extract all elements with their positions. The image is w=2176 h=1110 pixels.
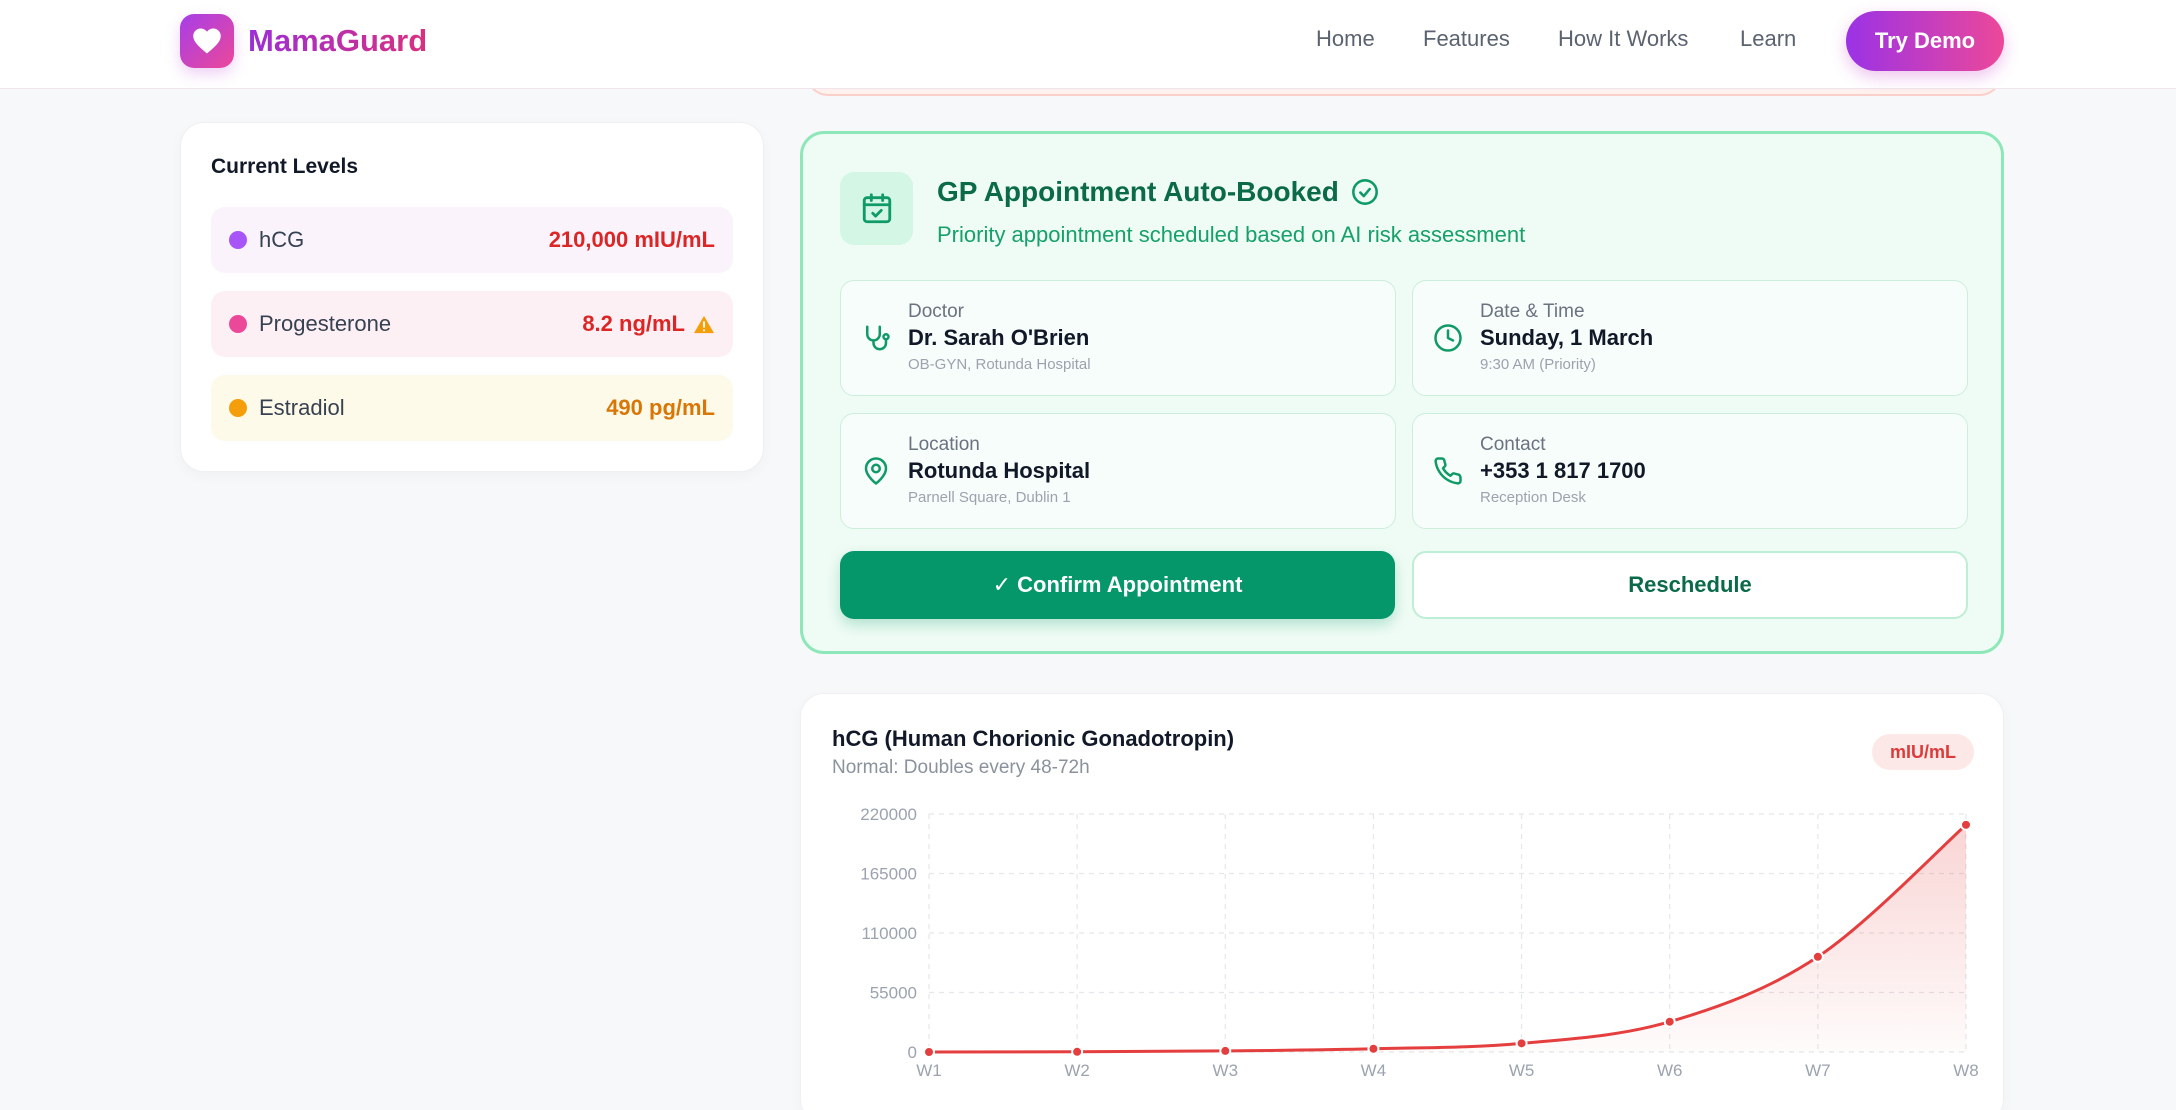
data-point — [923, 1045, 935, 1058]
y-tick-label: 220000 — [860, 805, 917, 824]
level-dot — [229, 399, 247, 417]
x-tick-label: W5 — [1509, 1061, 1535, 1080]
hcg-chart-card: hCG (Human Chorionic Gonadotropin) Norma… — [800, 693, 2004, 1110]
chart-title: hCG (Human Chorionic Gonadotropin) — [832, 726, 1235, 751]
data-point — [1515, 1037, 1528, 1050]
warning-icon — [693, 314, 715, 334]
data-point — [1663, 1015, 1676, 1028]
doctor-info: Doctor Dr. Sarah O'Brien OB-GYN, Rotunda… — [840, 280, 1396, 396]
location-label: Location — [908, 434, 980, 455]
nav-home[interactable]: Home — [1316, 26, 1375, 51]
level-dot — [229, 231, 247, 249]
nav-learn[interactable]: Learn — [1740, 26, 1797, 51]
datetime-value: Sunday, 1 March — [1480, 325, 1654, 350]
contact-detail: Reception Desk — [1480, 489, 1586, 506]
x-tick-label: W4 — [1361, 1061, 1387, 1080]
location-value: Rotunda Hospital — [908, 458, 1091, 483]
level-value: 8.2 ng/mL — [582, 311, 715, 337]
series-area — [929, 824, 1966, 1052]
x-tick-label: W1 — [916, 1061, 942, 1080]
doctor-name: Dr. Sarah O'Brien — [908, 325, 1090, 350]
reschedule-button[interactable]: Reschedule — [1412, 551, 1968, 619]
x-tick-label: W6 — [1657, 1061, 1683, 1080]
clock-icon — [1431, 321, 1465, 355]
nav-features[interactable]: Features — [1423, 26, 1510, 51]
brand-logo[interactable]: MamaGuard — [180, 14, 427, 68]
stethoscope-icon — [859, 321, 893, 355]
data-point — [1367, 1042, 1380, 1055]
doctor-detail: OB-GYN, Rotunda Hospital — [908, 356, 1091, 373]
heart-icon — [180, 14, 234, 68]
datetime-detail: 9:30 AM (Priority) — [1480, 356, 1596, 373]
level-name: Estradiol — [259, 395, 345, 420]
levels-title: Current Levels — [211, 155, 359, 178]
nav-how-it-works[interactable]: How It Works — [1558, 26, 1689, 51]
datetime-label: Date & Time — [1480, 301, 1585, 322]
level-value-text: 490 pg/mL — [606, 395, 715, 420]
level-value-text: 210,000 mIU/mL — [548, 227, 715, 252]
map-pin-icon — [859, 454, 893, 488]
current-levels-card: Current Levels hCG 210,000 mIU/mL Progeste… — [180, 122, 764, 472]
contact-value[interactable]: +353 1 817 1700 — [1480, 458, 1646, 483]
data-point — [1960, 818, 1972, 831]
y-tick-label: 55000 — [870, 984, 917, 1003]
data-point — [1219, 1044, 1232, 1057]
top-navbar: MamaGuard Home Features How It Works Lea… — [0, 0, 2176, 89]
chart-subtitle: Normal: Doubles every 48-72h — [832, 757, 1090, 778]
level-value: 490 pg/mL — [606, 395, 715, 421]
level-row-progesterone: Progesterone 8.2 ng/mL — [211, 291, 733, 357]
doctor-label: Doctor — [908, 301, 964, 322]
y-tick-label: 110000 — [862, 924, 917, 943]
location-detail: Parnell Square, Dublin 1 — [908, 489, 1071, 506]
phone-icon — [1431, 454, 1465, 488]
level-dot — [229, 315, 247, 333]
appointment-card: GP Appointment Auto-Booked Priority appo… — [800, 131, 2004, 654]
appointment-title-text: GP Appointment Auto-Booked — [937, 176, 1339, 207]
x-tick-label: W8 — [1953, 1061, 1979, 1080]
level-row-hcg: hCG 210,000 mIU/mL — [211, 207, 733, 273]
hcg-line-chart: 0 55000 110000 165000 220000 W1 W2 W3 W4 W5 W6 W7 W8 — [860, 805, 1979, 1080]
data-point — [1811, 950, 1824, 963]
datetime-info: Date & Time Sunday, 1 March 9:30 AM (Pri… — [1412, 280, 1968, 396]
check-circle-icon — [1351, 178, 1379, 206]
y-tick-label: 165000 — [860, 865, 917, 884]
contact-info: Contact +353 1 817 1700 Reception Desk — [1412, 413, 1968, 529]
x-tick-label: W3 — [1213, 1061, 1239, 1080]
level-name: Progesterone — [259, 311, 392, 336]
appointment-title: GP Appointment Auto-Booked — [937, 176, 1379, 208]
calendar-check-icon — [840, 172, 913, 245]
level-value-text: 8.2 ng/mL — [582, 311, 685, 336]
x-tick-label: W2 — [1064, 1061, 1090, 1080]
confirm-appointment-button[interactable]: ✓ Confirm Appointment — [840, 551, 1395, 619]
level-row-estradiol: Estradiol 490 pg/mL — [211, 375, 733, 441]
level-name: hCG — [259, 227, 305, 252]
data-point — [1071, 1045, 1084, 1058]
y-tick-label: 0 — [908, 1043, 917, 1062]
contact-label: Contact — [1480, 434, 1546, 455]
unit-badge: mIU/mL — [1872, 734, 1974, 770]
brand-name: MamaGuard — [248, 23, 428, 58]
appointment-subtitle: Priority appointment scheduled based on … — [937, 222, 1526, 247]
location-info: Location Rotunda Hospital Parnell Square… — [840, 413, 1396, 529]
x-tick-label: W7 — [1805, 1061, 1831, 1080]
level-value: 210,000 mIU/mL — [549, 227, 715, 253]
try-demo-button[interactable]: Try Demo — [1846, 11, 2004, 71]
